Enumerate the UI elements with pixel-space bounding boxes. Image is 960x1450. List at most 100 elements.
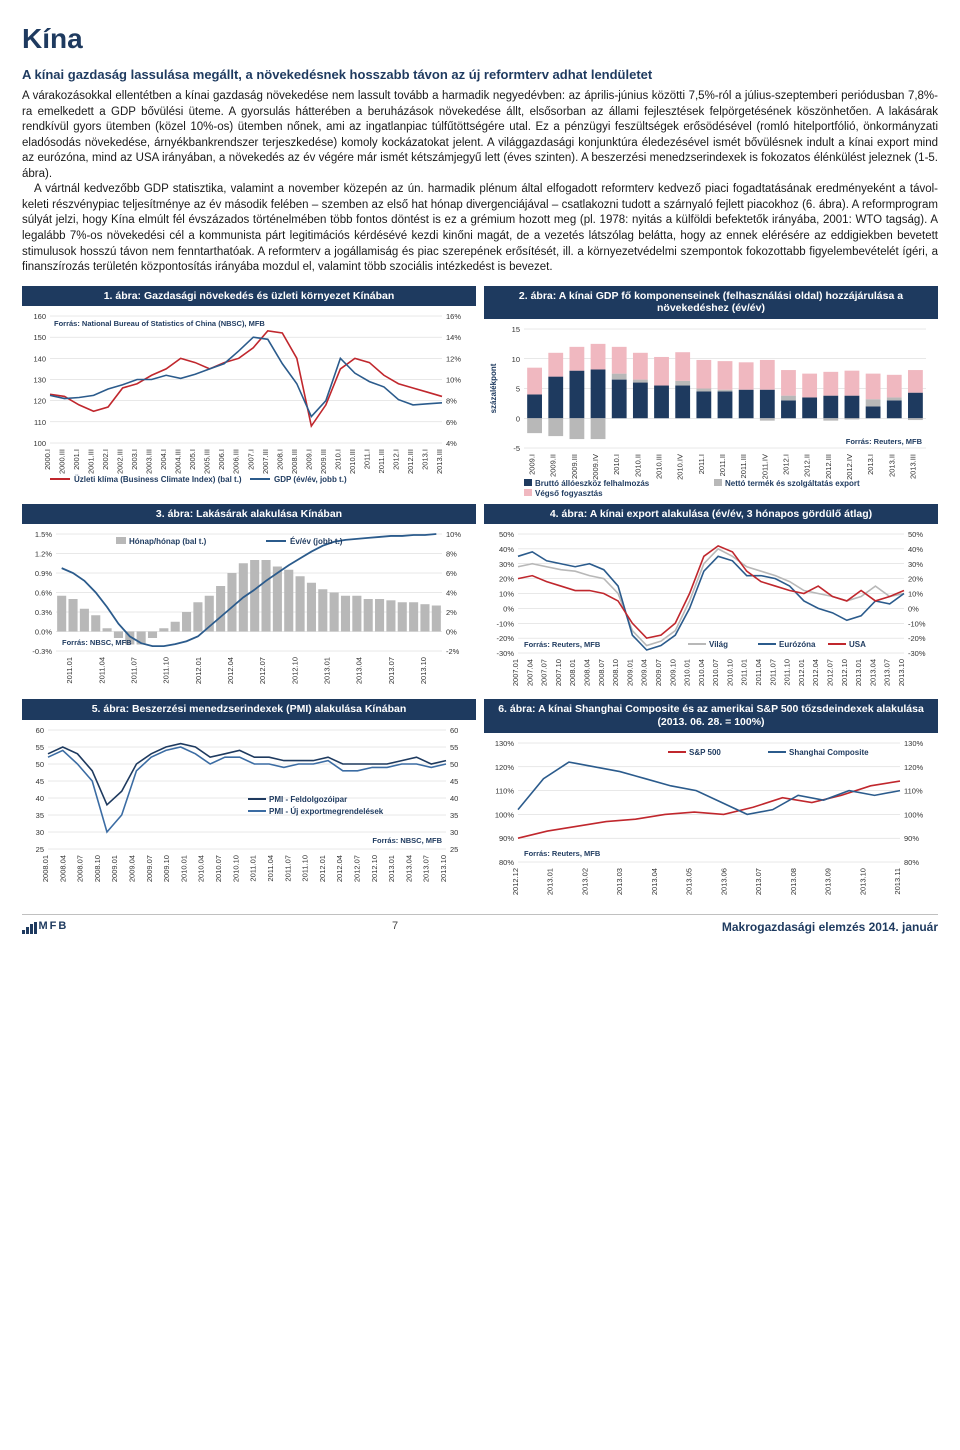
svg-text:100%: 100% <box>495 810 515 819</box>
svg-text:2012.04: 2012.04 <box>226 657 235 684</box>
svg-text:2002.I: 2002.I <box>101 449 110 470</box>
svg-text:2010.IV: 2010.IV <box>676 454 685 480</box>
svg-text:0%: 0% <box>503 605 514 614</box>
svg-text:2010.I: 2010.I <box>612 454 621 475</box>
svg-text:2013.II: 2013.II <box>887 454 896 477</box>
chart-2-title: 2. ábra: A kínai GDP fő komponenseinek (… <box>484 286 938 319</box>
svg-text:2012.07: 2012.07 <box>258 657 267 684</box>
svg-text:50%: 50% <box>499 530 514 539</box>
svg-text:2009.07: 2009.07 <box>654 659 663 686</box>
page-footer: MFB 7 Makrogazdasági elemzés 2014. januá… <box>22 914 938 935</box>
svg-text:10%: 10% <box>499 590 514 599</box>
svg-text:Év/év (jobb t.): Év/év (jobb t.) <box>290 537 343 546</box>
svg-text:2011.III: 2011.III <box>739 454 748 478</box>
svg-text:Forrás: Reuters, MFB: Forrás: Reuters, MFB <box>846 437 923 446</box>
svg-text:2010.01: 2010.01 <box>683 659 692 686</box>
svg-text:2011.07: 2011.07 <box>283 855 292 882</box>
svg-text:USA: USA <box>849 640 866 649</box>
doc-title: Makrogazdasági elemzés 2014. január <box>722 919 938 935</box>
svg-text:2000.III: 2000.III <box>58 449 67 474</box>
chart-6: 6. ábra: A kínai Shanghai Composite és a… <box>484 699 938 901</box>
svg-text:2011.01: 2011.01 <box>249 855 258 882</box>
svg-text:120%: 120% <box>495 762 515 771</box>
svg-text:-5: -5 <box>513 444 520 453</box>
svg-text:2011.01: 2011.01 <box>740 659 749 686</box>
svg-text:2010.III: 2010.III <box>348 449 357 474</box>
svg-text:-10%: -10% <box>496 620 514 629</box>
svg-text:40%: 40% <box>499 545 514 554</box>
svg-text:-0.3%: -0.3% <box>32 647 52 656</box>
svg-text:2009.07: 2009.07 <box>145 855 154 882</box>
svg-text:2013.05: 2013.05 <box>685 868 694 895</box>
svg-text:2013.07: 2013.07 <box>754 868 763 895</box>
svg-text:2009.10: 2009.10 <box>162 855 171 882</box>
svg-text:10%: 10% <box>446 376 461 385</box>
svg-text:2009.II: 2009.II <box>549 454 558 477</box>
svg-text:2011.10: 2011.10 <box>301 855 310 882</box>
svg-text:2013.10: 2013.10 <box>858 868 867 895</box>
svg-text:140: 140 <box>33 354 46 363</box>
svg-text:2010.04: 2010.04 <box>197 855 206 882</box>
svg-text:-20%: -20% <box>496 634 514 643</box>
svg-text:15: 15 <box>512 325 520 334</box>
svg-text:2008.I: 2008.I <box>275 449 284 470</box>
chart-5-title: 5. ábra: Beszerzési menedzserindexek (PM… <box>22 699 476 720</box>
svg-text:30%: 30% <box>908 560 923 569</box>
svg-text:2008.III: 2008.III <box>290 449 299 474</box>
svg-text:2007.01: 2007.01 <box>511 659 520 686</box>
svg-text:2013.07: 2013.07 <box>883 659 892 686</box>
svg-text:2007.III: 2007.III <box>261 449 270 474</box>
svg-text:százalékpont: százalékpont <box>489 363 498 413</box>
svg-text:2013.10: 2013.10 <box>439 855 448 882</box>
svg-text:2008.04: 2008.04 <box>58 855 67 882</box>
svg-text:2012.10: 2012.10 <box>840 659 849 686</box>
svg-text:2009.III: 2009.III <box>319 449 328 474</box>
svg-text:40: 40 <box>450 794 458 803</box>
svg-text:50: 50 <box>36 760 44 769</box>
svg-text:2010.07: 2010.07 <box>214 855 223 882</box>
svg-text:2010.01: 2010.01 <box>179 855 188 882</box>
svg-text:4%: 4% <box>446 439 457 448</box>
svg-text:2011.01: 2011.01 <box>65 657 74 684</box>
svg-text:2013.01: 2013.01 <box>322 657 331 684</box>
svg-text:120%: 120% <box>904 762 924 771</box>
svg-text:2009.04: 2009.04 <box>128 855 137 882</box>
svg-text:2012.II: 2012.II <box>803 454 812 477</box>
svg-text:110%: 110% <box>495 786 514 795</box>
svg-text:2008.01: 2008.01 <box>41 855 50 882</box>
svg-text:2011.07: 2011.07 <box>129 657 138 684</box>
chart-3-title: 3. ábra: Lakásárak alakulása Kínában <box>22 504 476 525</box>
logo: MFB <box>22 919 68 934</box>
svg-text:1.5%: 1.5% <box>35 530 52 539</box>
svg-text:30: 30 <box>450 828 458 837</box>
svg-text:-10%: -10% <box>908 620 926 629</box>
svg-text:150: 150 <box>33 333 46 342</box>
svg-text:2013.III: 2013.III <box>435 449 444 474</box>
svg-text:Hónap/hónap (bal t.): Hónap/hónap (bal t.) <box>129 537 207 546</box>
svg-text:2013.01: 2013.01 <box>546 868 555 895</box>
svg-text:2010.II: 2010.II <box>633 454 642 477</box>
svg-text:2013.04: 2013.04 <box>355 657 364 684</box>
svg-text:2006.I: 2006.I <box>217 449 226 470</box>
svg-text:10: 10 <box>512 354 520 363</box>
svg-text:0.9%: 0.9% <box>35 569 52 578</box>
svg-text:Nettó termék és szolgáltatás e: Nettó termék és szolgáltatás export <box>725 479 860 488</box>
svg-text:2008.07: 2008.07 <box>597 659 606 686</box>
svg-text:55: 55 <box>36 743 44 752</box>
svg-text:2008.01: 2008.01 <box>568 659 577 686</box>
chart-2: 2. ábra: A kínai GDP fő komponenseinek (… <box>484 286 938 498</box>
svg-text:2010.10: 2010.10 <box>725 659 734 686</box>
svg-text:2009.III: 2009.III <box>570 454 579 479</box>
svg-text:-30%: -30% <box>496 649 514 658</box>
svg-text:PMI - Új exportmegrendelések: PMI - Új exportmegrendelések <box>269 807 384 816</box>
svg-text:2013.02: 2013.02 <box>580 868 589 895</box>
svg-text:2009.I: 2009.I <box>304 449 313 470</box>
svg-text:Eurózóna: Eurózóna <box>779 640 816 649</box>
svg-text:Végső fogyasztás: Végső fogyasztás <box>535 489 603 498</box>
svg-text:0%: 0% <box>446 628 457 637</box>
svg-text:-20%: -20% <box>908 634 926 643</box>
svg-text:2008.04: 2008.04 <box>582 659 591 686</box>
svg-text:2013.07: 2013.07 <box>387 657 396 684</box>
svg-text:80%: 80% <box>904 858 919 867</box>
svg-text:2011.10: 2011.10 <box>162 657 171 684</box>
